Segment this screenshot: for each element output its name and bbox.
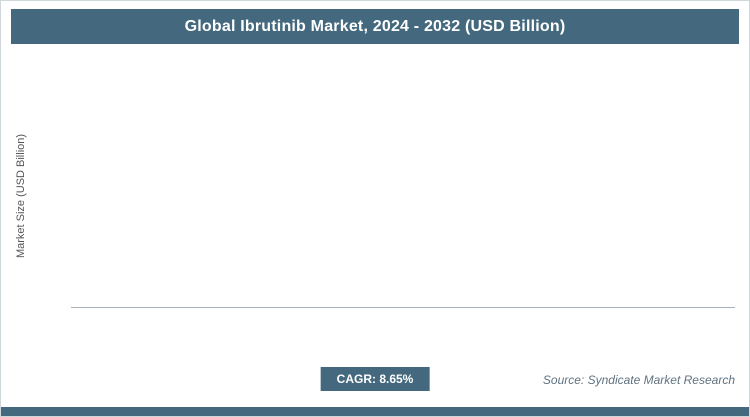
chart-title: Global Ibrutinib Market, 2024 - 2032 (US…: [11, 9, 739, 44]
cagr-badge: CAGR: 8.65%: [320, 367, 430, 391]
bottom-accent-strip: [1, 407, 749, 416]
y-axis-ticks: [31, 84, 71, 308]
x-axis-labels: [71, 308, 735, 317]
y-axis-title: Market Size (USD Billion): [15, 133, 27, 259]
bars-row: [71, 84, 735, 307]
plot-area: [71, 84, 735, 308]
chart-footer: CAGR: 8.65% Source: Syndicate Market Res…: [1, 367, 749, 395]
chart-area: Market Size (USD Billion): [11, 44, 735, 317]
source-text: Source: Syndicate Market Research: [542, 373, 735, 387]
